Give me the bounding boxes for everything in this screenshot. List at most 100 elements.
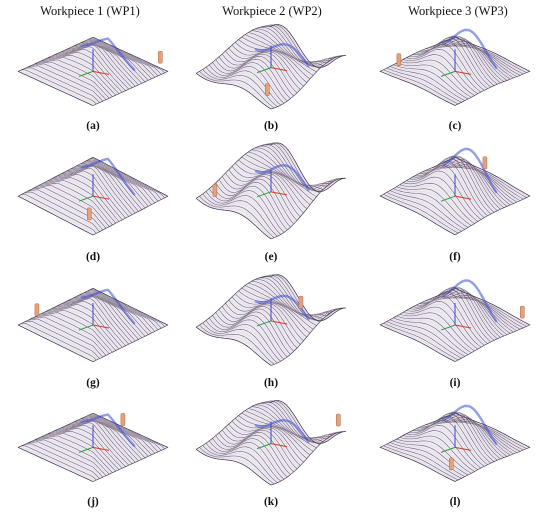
toolpath-line — [411, 162, 487, 217]
toolpath-line — [44, 54, 120, 94]
toolpath-line — [407, 46, 483, 92]
surface-edge — [17, 287, 169, 363]
toolpath-line — [215, 434, 291, 475]
toolpath-line — [398, 437, 474, 473]
toolpath-line — [60, 296, 136, 342]
x-axis — [270, 443, 288, 448]
toolpath-line — [27, 441, 103, 478]
x-axis — [454, 195, 472, 200]
toolpath-line — [32, 186, 108, 228]
toolpath-line — [218, 178, 295, 225]
toolpath-line — [36, 183, 112, 226]
toolpath-line — [63, 44, 139, 85]
toolpath-line — [197, 197, 273, 239]
toolpath-line — [212, 438, 288, 478]
toolpath-line — [393, 64, 469, 100]
toolpath-line — [37, 182, 113, 226]
toolpath-line — [57, 44, 133, 88]
toolpath-line — [223, 174, 299, 219]
toolpath-line — [451, 158, 527, 198]
toolpath-line — [45, 305, 121, 349]
toolpath-line — [91, 288, 167, 326]
toolpath-line — [402, 430, 478, 471]
toolpath-line — [31, 316, 107, 356]
tool-icon — [520, 305, 525, 319]
toolpath-line — [42, 308, 118, 350]
toolpath-line — [231, 44, 307, 83]
toolpath-line — [217, 180, 293, 226]
toolpath-line — [207, 189, 283, 234]
toolpath-line — [261, 144, 337, 190]
toolpath-line — [60, 165, 136, 214]
toolpath-line — [208, 440, 285, 480]
toolpath-line — [55, 45, 131, 89]
x-axis — [454, 324, 472, 329]
y-axis — [440, 70, 456, 77]
toolpath-line — [402, 306, 478, 350]
toolpath-line — [78, 417, 154, 455]
toolpath-line — [401, 57, 477, 95]
toolpath-line — [218, 432, 294, 473]
toolpath-line — [45, 53, 121, 94]
toolpath-line — [21, 445, 97, 481]
panel-label-h: (h) — [263, 377, 279, 389]
toolpath-line — [208, 188, 285, 233]
toolpath-line — [264, 274, 340, 320]
toolpath-line — [451, 289, 527, 327]
toolpath-line — [220, 307, 296, 350]
toolpath-line — [42, 178, 118, 223]
toolpath-line — [231, 166, 307, 210]
toolpath-line — [60, 420, 136, 463]
toolpath-line — [210, 63, 286, 103]
toolpath-line — [220, 430, 296, 471]
toolpath-line — [394, 439, 470, 475]
toolpath-line — [58, 296, 134, 342]
toolpath-line — [19, 195, 95, 235]
toolpath-line — [24, 191, 100, 232]
toolpath-line — [251, 280, 327, 317]
toolpath-line — [394, 316, 470, 354]
toolpath-line — [411, 418, 487, 466]
y-axis — [256, 191, 272, 198]
toolpath-line — [36, 313, 112, 354]
surface-edge — [17, 156, 169, 236]
toolpath-line — [391, 189, 467, 229]
toolpath-line — [60, 44, 136, 87]
toolpath-line — [212, 185, 288, 231]
panel-h-wp2-toolpath — [195, 274, 346, 366]
toolpath-line — [386, 192, 462, 232]
toolpath-line — [23, 68, 99, 104]
x-axis — [454, 446, 472, 451]
y-axis — [78, 446, 94, 453]
x-axis — [270, 320, 288, 325]
panel-k-wp2-toolpath — [195, 400, 346, 486]
toolpath-line — [78, 162, 154, 204]
toolpath-line — [425, 287, 501, 338]
toolpath-line — [238, 415, 314, 452]
toolpath-line — [79, 161, 156, 204]
toolpath-line — [385, 444, 461, 480]
y-axis — [78, 195, 94, 202]
toolpath-line — [52, 299, 128, 346]
toolpath-line — [37, 59, 113, 97]
tool-icon — [120, 413, 126, 426]
toolpath-line — [407, 167, 483, 219]
highlight-band — [254, 164, 310, 191]
toolpath-line — [205, 443, 281, 482]
toolpath-line — [230, 422, 306, 461]
panel-label-i: (i) — [449, 377, 461, 389]
toolpath-line — [42, 56, 118, 95]
toolpath-line — [249, 150, 325, 189]
toolpath-line — [34, 314, 110, 354]
toolpath-line — [19, 446, 95, 482]
toolpath-line — [393, 317, 469, 355]
toolpath-line — [231, 296, 307, 338]
toolpath-line — [47, 174, 123, 220]
toolpath-line — [385, 68, 461, 104]
toolpath-line — [402, 176, 478, 222]
toolpath-line — [394, 187, 470, 227]
toolpath-line — [57, 296, 133, 343]
toolpath-line — [55, 166, 131, 216]
toolpath-line — [383, 69, 459, 105]
toolpath-line — [34, 61, 110, 99]
